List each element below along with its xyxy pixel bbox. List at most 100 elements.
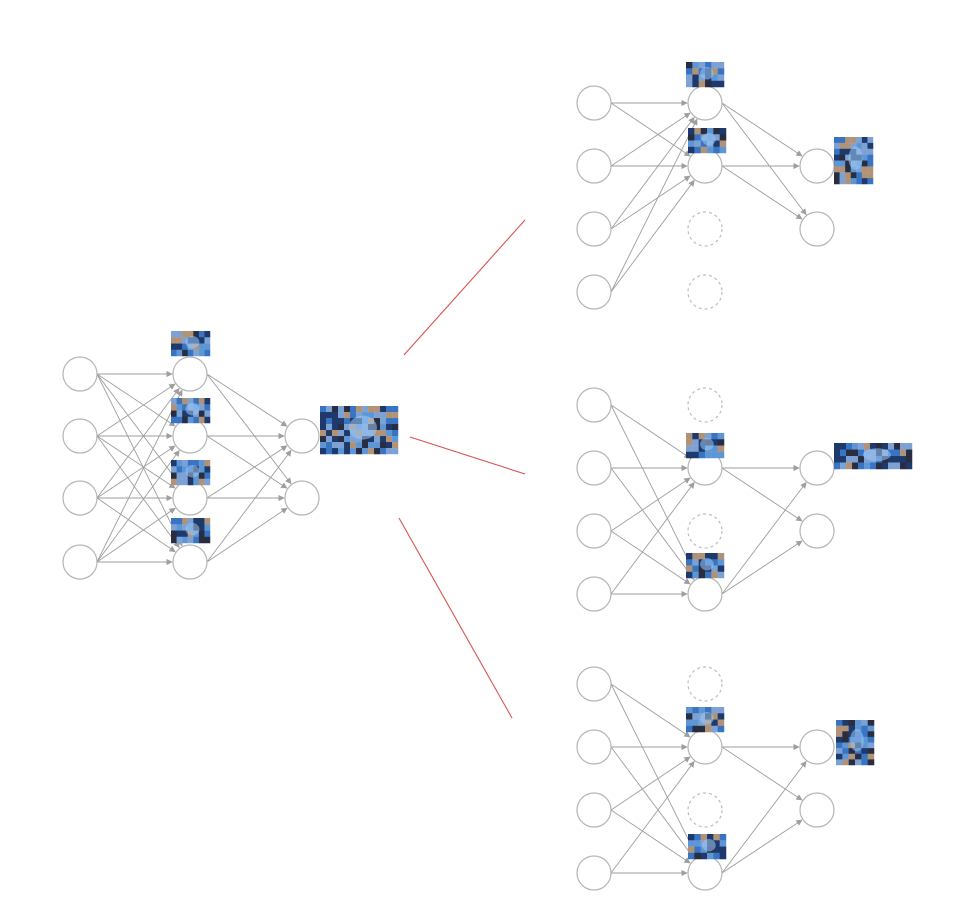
thin-0-output-node-1 — [799, 211, 835, 247]
thin-1-input-node-3 — [576, 576, 612, 612]
thin-1-hidden-node-0 — [687, 387, 723, 423]
full-input-node-1 — [62, 418, 98, 454]
thin-1-hidden-node-2 — [687, 513, 723, 549]
thin-0-output-node-0 — [799, 148, 835, 184]
full-output-node-1 — [284, 480, 320, 516]
thin-0-hidden-node-0 — [687, 85, 723, 121]
full-output-composite-image — [320, 406, 399, 455]
edge-input-3-hidden-1 — [96, 449, 180, 563]
edge-input-0-hidden-2 — [96, 373, 180, 485]
edge-input-3-hidden-0 — [96, 389, 183, 563]
thin-2-output-node-0 — [799, 729, 835, 765]
thin-2-hidden-node-2 — [687, 792, 723, 828]
full-hidden-feature-image-1 — [171, 398, 211, 424]
full-hidden-feature-image-0 — [171, 331, 211, 357]
thin-1-edge-hidden-3-output-0 — [721, 481, 807, 595]
full-hidden-node-1 — [172, 418, 208, 454]
thin-2-output-image — [836, 720, 875, 766]
edge-input-2-hidden-3 — [96, 497, 176, 553]
thin-1-edge-hidden-3-output-1 — [721, 540, 803, 595]
thin-2-edge-input-3-hidden-1 — [610, 760, 695, 874]
thin-0-edge-input-2-hidden-0 — [610, 116, 695, 230]
thin-1-output-node-1 — [799, 513, 835, 549]
thin-2-input-node-2 — [576, 792, 612, 828]
thin-0-input-node-1 — [576, 148, 612, 184]
edge-hidden-0-output-1 — [206, 373, 292, 485]
thin-2-edge-hidden-1-output-1 — [721, 746, 803, 801]
nodes-layer — [62, 85, 835, 891]
full-input-node-0 — [62, 356, 98, 392]
thin-0-hidden-feature-image-1 — [688, 128, 727, 154]
thin-2-hidden-node-3 — [687, 855, 723, 891]
thin-0-input-node-2 — [576, 211, 612, 247]
thin-1-hidden-feature-image-0 — [686, 433, 725, 459]
thin-0-edge-input-2-hidden-1 — [610, 175, 691, 230]
full-hidden-node-3 — [172, 544, 208, 580]
thin-2-output-node-1 — [799, 792, 835, 828]
thin-2-edge-input-0-hidden-1 — [610, 683, 691, 738]
thin-0-input-node-0 — [576, 85, 612, 121]
thin-2-hidden-feature-image-0 — [686, 707, 725, 733]
thin-2-input-node-0 — [576, 666, 612, 702]
edge-input-2-hidden-1 — [96, 445, 176, 499]
edge-input-3-hidden-2 — [96, 507, 176, 563]
thin-0-hidden-node-3 — [687, 274, 723, 310]
thin-2-hidden-node-0 — [687, 666, 723, 702]
thin-2-edge-input-1-hidden-3 — [610, 746, 695, 860]
thin-1-input-node-0 — [576, 387, 612, 423]
full-input-node-3 — [62, 544, 98, 580]
thin-2-input-node-1 — [576, 729, 612, 765]
thin-2-edge-hidden-3-output-0 — [721, 760, 807, 874]
thin-1-edge-input-2-hidden-3 — [610, 530, 691, 585]
edge-input-1-hidden-3 — [96, 435, 180, 549]
edge-hidden-2-output-0 — [206, 445, 288, 499]
connectors-layer — [398, 219, 526, 719]
thin-1-hidden-feature-image-1 — [686, 553, 725, 579]
thin-2-hidden-node-1 — [687, 729, 723, 765]
thin-1-edge-input-0-hidden-3 — [610, 404, 698, 579]
thin-0-edge-hidden-1-output-1 — [721, 165, 803, 220]
thin-0-edge-input-1-hidden-0 — [610, 112, 691, 167]
connector-line-1 — [409, 436, 526, 475]
thin-0-input-node-3 — [576, 274, 612, 310]
full-input-node-2 — [62, 480, 98, 516]
edge-input-1-hidden-2 — [96, 435, 176, 489]
thin-1-edge-input-3-hidden-1 — [610, 481, 695, 595]
thin-0-edge-hidden-0-output-1 — [721, 102, 807, 216]
thin-2-edge-hidden-3-output-1 — [721, 819, 803, 874]
thin-0-edge-hidden-0-output-0 — [721, 102, 803, 157]
thin-2-edge-input-2-hidden-3 — [610, 809, 691, 864]
thin-0-edge-input-0-hidden-1 — [610, 102, 691, 157]
connector-line-0 — [403, 219, 526, 356]
thin-1-edge-input-0-hidden-1 — [610, 404, 691, 459]
connector-line-2 — [398, 517, 513, 719]
thin-1-input-node-1 — [576, 450, 612, 486]
full-hidden-feature-image-3 — [171, 518, 211, 544]
edge-hidden-3-output-0 — [206, 449, 292, 563]
full-hidden-feature-image-2 — [171, 460, 211, 486]
thin-1-edge-input-1-hidden-3 — [610, 467, 695, 581]
full-hidden-node-0 — [172, 356, 208, 392]
full-hidden-node-2 — [172, 480, 208, 516]
edge-input-2-hidden-0 — [96, 387, 180, 499]
edge-input-0-hidden-3 — [96, 373, 183, 547]
thin-1-hidden-node-3 — [687, 576, 723, 612]
thin-0-hidden-node-2 — [687, 211, 723, 247]
thin-0-edge-input-3-hidden-0 — [610, 118, 698, 293]
thin-2-edge-input-2-hidden-1 — [610, 756, 691, 811]
edges-layer — [96, 99, 807, 877]
thin-0-output-image — [834, 137, 874, 185]
thin-1-output-image — [834, 443, 913, 470]
thin-0-edge-input-3-hidden-1 — [610, 179, 695, 293]
thin-1-edge-input-2-hidden-1 — [610, 477, 691, 532]
thin-1-edge-hidden-1-output-1 — [721, 467, 803, 522]
thin-1-input-node-2 — [576, 513, 612, 549]
edge-hidden-3-output-1 — [206, 507, 288, 563]
edge-input-1-hidden-0 — [96, 383, 176, 437]
edge-hidden-0-output-0 — [206, 373, 288, 427]
full-output-node-0 — [284, 418, 320, 454]
thin-1-output-node-0 — [799, 450, 835, 486]
thin-0-hidden-node-1 — [687, 148, 723, 184]
